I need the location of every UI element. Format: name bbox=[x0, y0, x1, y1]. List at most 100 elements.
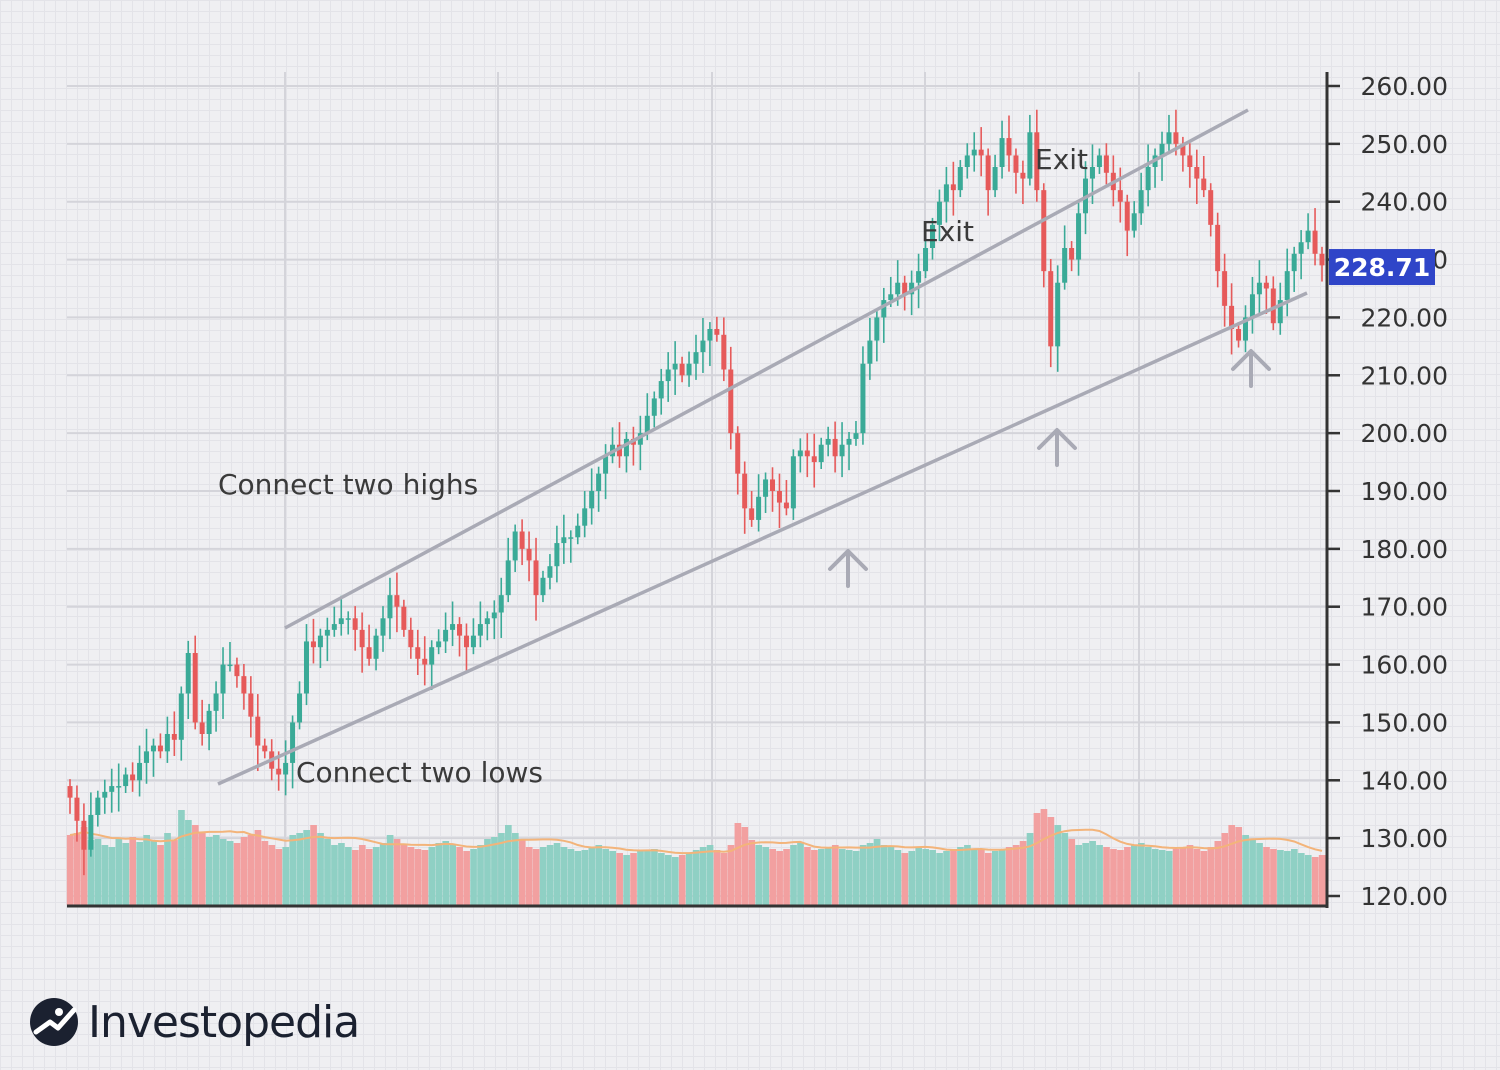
volume-bar bbox=[1047, 817, 1055, 905]
candle-body bbox=[137, 762, 143, 781]
candle-body bbox=[902, 282, 908, 295]
y-tick-label: 240.00 bbox=[1361, 188, 1448, 217]
candle-body bbox=[714, 329, 720, 335]
candle-body bbox=[185, 653, 191, 694]
volume-bar bbox=[393, 839, 401, 905]
candle-body bbox=[811, 456, 817, 463]
candle-body bbox=[1034, 132, 1040, 191]
volume-bar bbox=[240, 837, 248, 905]
candle-body bbox=[1270, 288, 1276, 324]
volume-bar bbox=[936, 853, 943, 905]
volume-bar bbox=[310, 825, 317, 905]
volume-bar bbox=[1318, 855, 1326, 905]
candle-body bbox=[1055, 282, 1061, 347]
candle-body bbox=[797, 450, 803, 457]
candle-body bbox=[1284, 271, 1290, 301]
candle-body bbox=[679, 363, 685, 376]
volume-bar bbox=[1124, 847, 1131, 905]
y-tick-label: 260.00 bbox=[1361, 72, 1448, 101]
candle-body bbox=[1229, 305, 1235, 329]
volume-bar bbox=[1200, 851, 1208, 905]
candle-body bbox=[310, 641, 316, 648]
candle-body bbox=[443, 629, 449, 642]
candle-body bbox=[241, 676, 247, 694]
volume-bar bbox=[414, 849, 422, 905]
volume-bar bbox=[1165, 851, 1173, 905]
volume-bar bbox=[797, 843, 804, 905]
up-arrow-icon bbox=[1231, 349, 1271, 388]
candle-body bbox=[1145, 167, 1151, 191]
candle-body bbox=[1096, 155, 1102, 167]
candle-body bbox=[540, 577, 546, 596]
candle-body bbox=[874, 317, 880, 341]
candle-body bbox=[860, 363, 866, 434]
candle-body bbox=[533, 560, 539, 596]
volume-bar bbox=[518, 839, 526, 905]
volume-bar bbox=[1117, 850, 1124, 905]
volume-bar bbox=[143, 835, 150, 905]
candle-body bbox=[804, 450, 810, 457]
volume-bar bbox=[978, 850, 985, 905]
candle-body bbox=[1256, 282, 1262, 295]
volume-bar bbox=[129, 837, 137, 905]
volume-bar bbox=[185, 820, 192, 905]
volume-bar bbox=[198, 833, 206, 905]
volume-bar bbox=[115, 839, 123, 905]
y-tick-label: 120.00 bbox=[1361, 882, 1448, 911]
volume-bar bbox=[1005, 847, 1013, 905]
candle-body bbox=[345, 618, 351, 620]
candle-body bbox=[1298, 242, 1304, 254]
volume-bar bbox=[699, 847, 707, 905]
candle-body bbox=[867, 340, 873, 364]
volume-bar bbox=[456, 847, 463, 905]
candle-body bbox=[1117, 190, 1123, 202]
volume-bar bbox=[164, 833, 171, 905]
volume-bar bbox=[964, 845, 971, 905]
volume-bar bbox=[1221, 833, 1229, 905]
candle-body bbox=[213, 693, 219, 711]
volume-bars bbox=[66, 809, 1326, 905]
candle-body bbox=[749, 508, 755, 520]
candle-body bbox=[352, 618, 358, 630]
candle-body bbox=[1166, 132, 1172, 144]
brand-logo: Investopedia bbox=[28, 992, 360, 1052]
volume-bar bbox=[421, 850, 429, 905]
candle-body bbox=[457, 624, 463, 636]
volume-bar bbox=[727, 845, 735, 905]
volume-bar bbox=[449, 845, 457, 905]
volume-bar bbox=[407, 847, 415, 905]
candle-body bbox=[923, 248, 929, 272]
candle-body bbox=[561, 537, 567, 544]
volume-bar bbox=[852, 851, 860, 905]
volume-bar bbox=[157, 845, 164, 905]
volume-bar bbox=[574, 851, 582, 905]
volume-bar bbox=[776, 851, 783, 905]
y-tick-label: 190.00 bbox=[1361, 477, 1448, 506]
volume-bar bbox=[984, 853, 992, 905]
candle-body bbox=[1194, 167, 1200, 179]
volume-bar bbox=[602, 849, 610, 905]
volume-bar bbox=[400, 845, 408, 905]
candle-body bbox=[359, 629, 365, 648]
candle-body bbox=[1159, 143, 1165, 156]
candle-body bbox=[700, 340, 706, 353]
volume-bar bbox=[1096, 845, 1103, 905]
candle-body bbox=[220, 664, 226, 694]
volume-bar bbox=[1263, 847, 1270, 905]
candle-body bbox=[603, 456, 609, 474]
candle-body bbox=[477, 624, 483, 636]
volume-bar bbox=[275, 849, 283, 905]
volume-bar bbox=[1054, 825, 1062, 905]
candle-body bbox=[88, 815, 94, 850]
volume-bar bbox=[1019, 841, 1027, 905]
candle-body bbox=[992, 167, 998, 191]
volume-bar bbox=[219, 839, 227, 905]
y-tick-label: 130.00 bbox=[1361, 824, 1448, 853]
volume-bar bbox=[588, 847, 596, 905]
candle-body bbox=[144, 751, 150, 763]
volume-bar bbox=[491, 837, 498, 905]
volume-bar bbox=[581, 850, 589, 905]
volume-bar bbox=[386, 835, 394, 905]
volume-bar bbox=[838, 849, 846, 905]
volume-bar bbox=[915, 847, 923, 905]
